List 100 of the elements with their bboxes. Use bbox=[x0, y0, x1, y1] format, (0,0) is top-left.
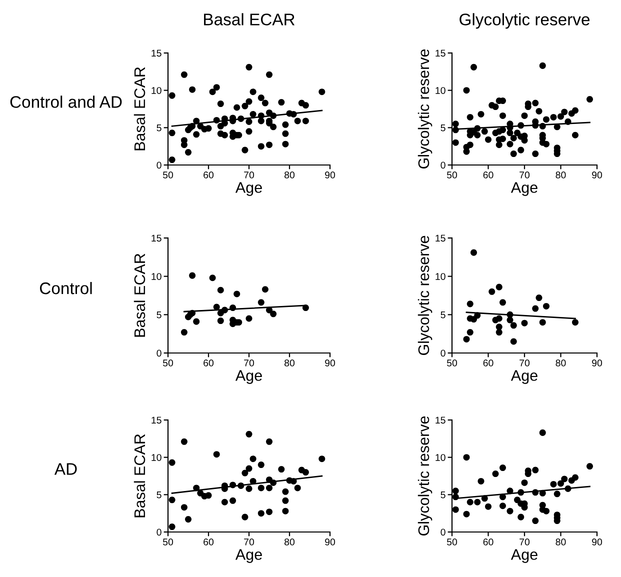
x-tick-label: 50 bbox=[446, 538, 458, 546]
y-tick-label: 15 bbox=[436, 416, 446, 424]
point bbox=[246, 430, 252, 438]
point bbox=[180, 329, 188, 336]
x-tick-label: 70 bbox=[520, 538, 530, 546]
point bbox=[518, 514, 524, 520]
x-tick-label: 90 bbox=[325, 360, 336, 366]
point bbox=[474, 312, 481, 319]
text: AD bbox=[54, 463, 77, 475]
y-tick-label: 0 bbox=[440, 162, 446, 169]
point bbox=[266, 438, 273, 445]
x-tick-label: 50 bbox=[446, 360, 458, 366]
point bbox=[539, 319, 546, 326]
y-tick-label: 0 bbox=[156, 350, 162, 357]
point bbox=[266, 484, 273, 492]
x-axis-title: Age bbox=[510, 549, 538, 563]
y-tick-label: 5 bbox=[156, 492, 162, 498]
y-tick-label: 15 bbox=[152, 234, 162, 242]
y-tick-label: 5 bbox=[156, 312, 162, 318]
point bbox=[193, 318, 200, 325]
point bbox=[499, 494, 506, 500]
point bbox=[213, 304, 220, 310]
y-tick-label: 15 bbox=[152, 416, 162, 424]
x-tick-label: 80 bbox=[556, 538, 566, 546]
point bbox=[230, 304, 236, 312]
point bbox=[518, 489, 524, 496]
point bbox=[213, 451, 220, 458]
y-tick-label: 5 bbox=[440, 124, 446, 132]
y-tick-label: 0 bbox=[440, 350, 446, 357]
point bbox=[246, 315, 252, 322]
x-tick-label: 90 bbox=[325, 172, 336, 178]
point bbox=[499, 299, 506, 306]
point bbox=[221, 306, 228, 314]
x-axis-title: Age bbox=[235, 549, 262, 563]
point bbox=[302, 469, 309, 476]
x-tick-label: 90 bbox=[592, 538, 602, 546]
y-axis-title: Basal ECAR bbox=[134, 434, 146, 518]
x-tick-label: 60 bbox=[483, 360, 494, 366]
x-tick-label: 50 bbox=[162, 538, 174, 546]
x-tick-label: 60 bbox=[204, 360, 214, 366]
point bbox=[470, 249, 478, 256]
point bbox=[557, 480, 564, 487]
point bbox=[481, 495, 488, 502]
point bbox=[521, 504, 528, 511]
x-tick-label: 80 bbox=[284, 172, 295, 178]
chart-title: Basal ECAR bbox=[204, 13, 295, 26]
y-axis-title: Basal ECAR bbox=[134, 67, 146, 150]
point bbox=[470, 316, 478, 323]
point bbox=[521, 320, 528, 326]
point bbox=[168, 524, 176, 530]
chart-title: Glycolytic reserve bbox=[460, 13, 590, 29]
y-tick-label: 0 bbox=[156, 528, 162, 536]
y-axis-title: Glycolytic reserve bbox=[418, 49, 432, 169]
y-tick-label: 5 bbox=[156, 124, 162, 132]
y-tick-label: 10 bbox=[152, 273, 162, 280]
point bbox=[302, 304, 309, 312]
point bbox=[180, 438, 188, 445]
point bbox=[452, 506, 459, 513]
point bbox=[184, 516, 192, 523]
point bbox=[510, 322, 517, 329]
x-tick-label: 90 bbox=[325, 538, 336, 546]
x-tick-label: 60 bbox=[204, 172, 214, 178]
point bbox=[221, 498, 228, 506]
point bbox=[496, 315, 502, 322]
x-tick-label: 80 bbox=[556, 360, 566, 366]
point bbox=[168, 496, 176, 504]
point bbox=[506, 311, 514, 318]
point bbox=[452, 494, 459, 500]
point bbox=[278, 466, 285, 473]
point bbox=[542, 302, 550, 310]
point bbox=[564, 485, 572, 492]
x-tick-label: 50 bbox=[162, 172, 174, 178]
point bbox=[463, 454, 470, 461]
point bbox=[242, 470, 248, 476]
y-tick-label: 10 bbox=[152, 87, 162, 94]
x-tick-label: 70 bbox=[244, 538, 254, 546]
point bbox=[510, 338, 517, 345]
point bbox=[168, 459, 176, 466]
x-tick-label: 90 bbox=[592, 172, 602, 178]
point bbox=[496, 329, 502, 336]
point bbox=[466, 498, 474, 506]
point bbox=[466, 329, 474, 336]
point bbox=[506, 508, 514, 514]
x-tick-label: 70 bbox=[244, 360, 254, 366]
y-tick-label: 15 bbox=[436, 234, 446, 242]
text: Control bbox=[40, 282, 92, 294]
point bbox=[282, 497, 289, 504]
x-tick-label: 60 bbox=[204, 538, 214, 546]
point bbox=[270, 310, 277, 318]
point bbox=[250, 478, 256, 484]
point bbox=[536, 294, 542, 302]
point bbox=[463, 510, 470, 518]
point bbox=[506, 316, 514, 324]
point bbox=[217, 286, 224, 294]
point bbox=[452, 488, 459, 494]
point bbox=[189, 272, 196, 279]
point bbox=[238, 482, 244, 489]
point bbox=[262, 286, 268, 293]
point bbox=[234, 290, 240, 298]
point bbox=[466, 300, 474, 308]
